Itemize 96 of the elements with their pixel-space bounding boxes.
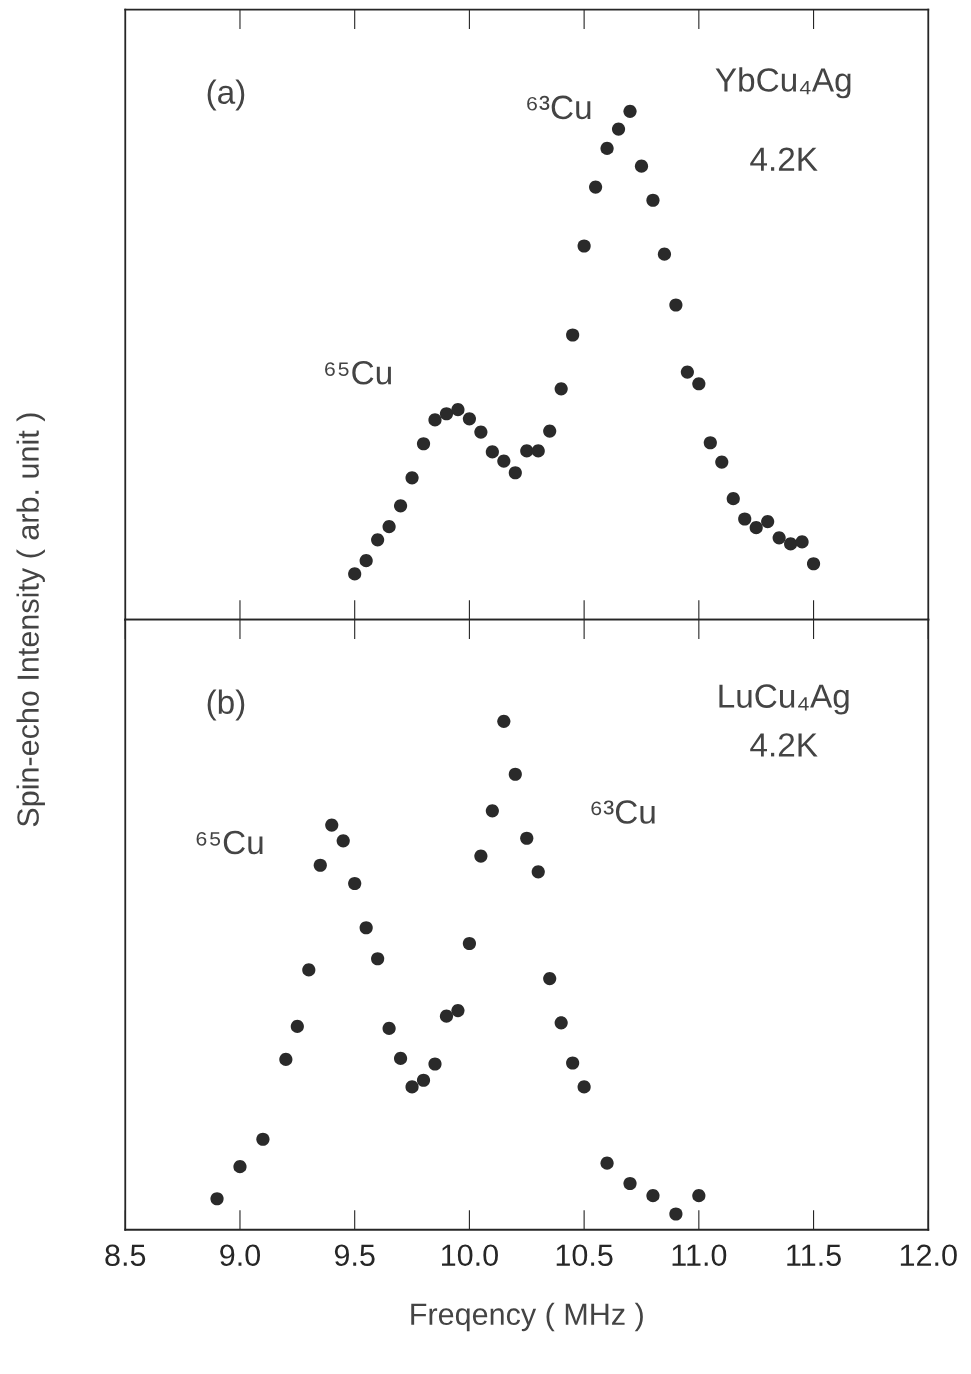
point xyxy=(428,1057,442,1071)
point xyxy=(634,159,649,173)
x-tick-label: 10.5 xyxy=(556,1244,613,1267)
x-tick-label: 11.0 xyxy=(672,1244,727,1267)
point xyxy=(508,767,522,781)
x-tick-label: 11.5 xyxy=(787,1244,841,1267)
point xyxy=(749,521,763,535)
point xyxy=(382,1021,396,1035)
point xyxy=(646,1189,660,1203)
text: (a) xyxy=(207,79,245,111)
annotation: ⁶³Cu xyxy=(527,95,591,120)
point xyxy=(416,1073,431,1087)
annotation: ⁶³Cu xyxy=(591,800,655,824)
point xyxy=(566,1056,580,1070)
annotation: ⁶⁵Cu xyxy=(325,361,391,385)
point xyxy=(680,365,694,379)
point xyxy=(210,1192,224,1206)
annotation: ⁶⁵Cu xyxy=(196,830,263,855)
point xyxy=(611,122,626,136)
point xyxy=(589,180,603,194)
point xyxy=(692,1189,706,1203)
point xyxy=(474,849,488,863)
point xyxy=(485,445,499,459)
point xyxy=(348,567,362,581)
point xyxy=(256,1132,270,1146)
point xyxy=(795,535,809,549)
x-tick-label: 9.5 xyxy=(334,1244,375,1267)
text: LuCu₄Ag xyxy=(719,684,849,715)
point xyxy=(451,1004,465,1018)
point xyxy=(474,425,488,439)
point xyxy=(405,1080,419,1094)
point xyxy=(657,247,672,261)
text: YbCu₄Ag xyxy=(715,67,851,99)
point xyxy=(554,382,568,396)
point xyxy=(325,818,339,832)
point xyxy=(531,444,545,458)
point xyxy=(497,454,511,468)
point xyxy=(497,714,511,728)
point xyxy=(566,328,580,342)
point xyxy=(554,1016,568,1030)
point xyxy=(623,104,637,118)
point xyxy=(703,436,717,450)
point xyxy=(405,471,419,485)
point xyxy=(623,1176,637,1191)
y-axis-title: Spin-echo Intensity ( arb. unit ) xyxy=(16,413,45,827)
x-tick-label: 12.0 xyxy=(900,1244,957,1267)
point xyxy=(439,1009,454,1023)
point xyxy=(428,413,442,427)
point xyxy=(577,239,591,253)
text: (b) xyxy=(207,689,245,721)
point xyxy=(462,936,476,951)
point xyxy=(577,1080,591,1094)
point xyxy=(290,1019,304,1033)
point xyxy=(393,1051,408,1065)
point xyxy=(761,514,775,529)
point xyxy=(715,455,729,469)
point xyxy=(359,921,373,935)
point xyxy=(279,1052,293,1067)
point xyxy=(531,865,545,879)
point xyxy=(348,876,362,891)
x-axis-title: Freqency ( MHz ) xyxy=(411,1302,643,1332)
point xyxy=(806,557,821,571)
point xyxy=(371,952,385,966)
x-tick-label: 8.5 xyxy=(105,1244,146,1267)
point xyxy=(371,533,385,547)
point xyxy=(382,520,396,534)
point xyxy=(600,141,614,155)
point xyxy=(302,963,316,977)
point xyxy=(669,1207,683,1221)
annotation: 4.2K xyxy=(750,733,818,757)
annotation: 4.2K xyxy=(750,147,818,171)
point xyxy=(669,298,683,312)
x-tick-label: 9.0 xyxy=(220,1244,261,1267)
point xyxy=(233,1160,247,1174)
point xyxy=(508,466,522,480)
point xyxy=(485,804,499,818)
point xyxy=(451,403,465,417)
point xyxy=(520,444,534,458)
point xyxy=(439,407,454,421)
point xyxy=(738,512,752,526)
point xyxy=(646,193,660,207)
x-tick-label: 10.0 xyxy=(442,1244,498,1267)
point xyxy=(726,492,740,506)
point xyxy=(784,537,798,551)
point xyxy=(359,554,373,568)
point xyxy=(520,831,534,845)
point xyxy=(543,424,557,438)
point xyxy=(313,858,327,872)
point xyxy=(336,834,350,848)
point xyxy=(543,972,557,986)
point xyxy=(692,377,706,391)
point xyxy=(416,437,431,451)
point xyxy=(393,499,408,513)
point xyxy=(772,531,786,545)
point xyxy=(600,1156,614,1170)
point xyxy=(462,412,476,426)
